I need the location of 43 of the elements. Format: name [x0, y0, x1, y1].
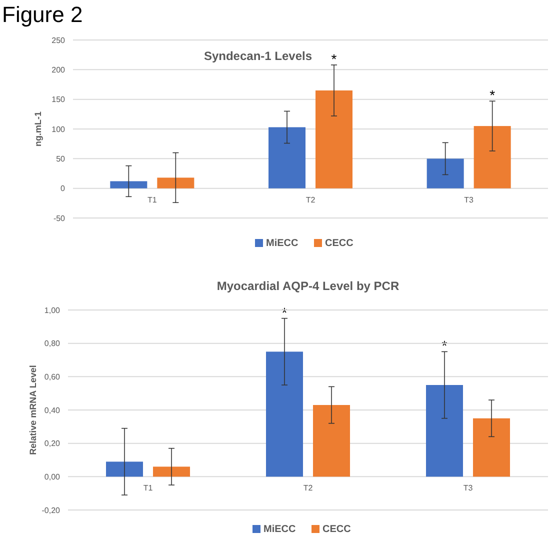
legend-label: MiECC	[266, 238, 298, 249]
y-tick-label: 1,00	[44, 306, 61, 315]
y-axis-title: Relative mRNA Level	[28, 365, 38, 455]
x-tick-label: T1	[147, 195, 158, 204]
x-tick-label: T2	[306, 195, 316, 204]
bar	[153, 466, 190, 477]
y-tick-label: 200	[52, 65, 66, 74]
y-tick-label: 250	[52, 36, 66, 45]
y-tick-label: 0,40	[44, 406, 61, 415]
text: Syndecan-1 Levels	[204, 49, 312, 63]
bar	[316, 90, 352, 188]
bar	[474, 126, 511, 188]
bar	[157, 178, 194, 188]
y-tick-label: 0	[60, 184, 66, 194]
x-tick-label: T3	[464, 195, 474, 204]
annotation: *	[490, 87, 496, 104]
annotation: *	[331, 50, 338, 67]
y-tick-label: 0,20	[44, 439, 61, 448]
x-tick-label: T1	[143, 484, 154, 493]
y-tick-label: -0,20	[42, 506, 61, 515]
bar	[426, 385, 463, 477]
bar	[268, 127, 306, 188]
y-tick-label: 0,80	[44, 339, 61, 348]
bar	[473, 418, 510, 477]
bar	[106, 462, 143, 477]
bar	[313, 405, 350, 477]
legend-label: CECC	[322, 524, 351, 535]
y-tick-label: 100	[52, 124, 66, 134]
y-axis-title: ng.mL-1	[33, 112, 43, 146]
y-tick-label: -50	[53, 214, 66, 223]
x-tick-label: T2	[303, 484, 314, 493]
bar	[110, 181, 148, 188]
y-tick-label: 50	[56, 154, 66, 164]
x-tick-label: T3	[463, 484, 474, 493]
y-tick-label: 0,00	[44, 472, 61, 482]
y-tick-label: 150	[52, 95, 66, 104]
legend-label: MiECC	[264, 524, 296, 535]
chart-title: Myocardial AQP-4 Level by PCR	[216, 279, 400, 293]
bar	[266, 352, 303, 477]
caption: Figure 2	[2, 2, 83, 27]
legend-label: CECC	[325, 238, 354, 249]
y-tick-label: 0,60	[44, 372, 61, 382]
bar	[426, 158, 464, 188]
